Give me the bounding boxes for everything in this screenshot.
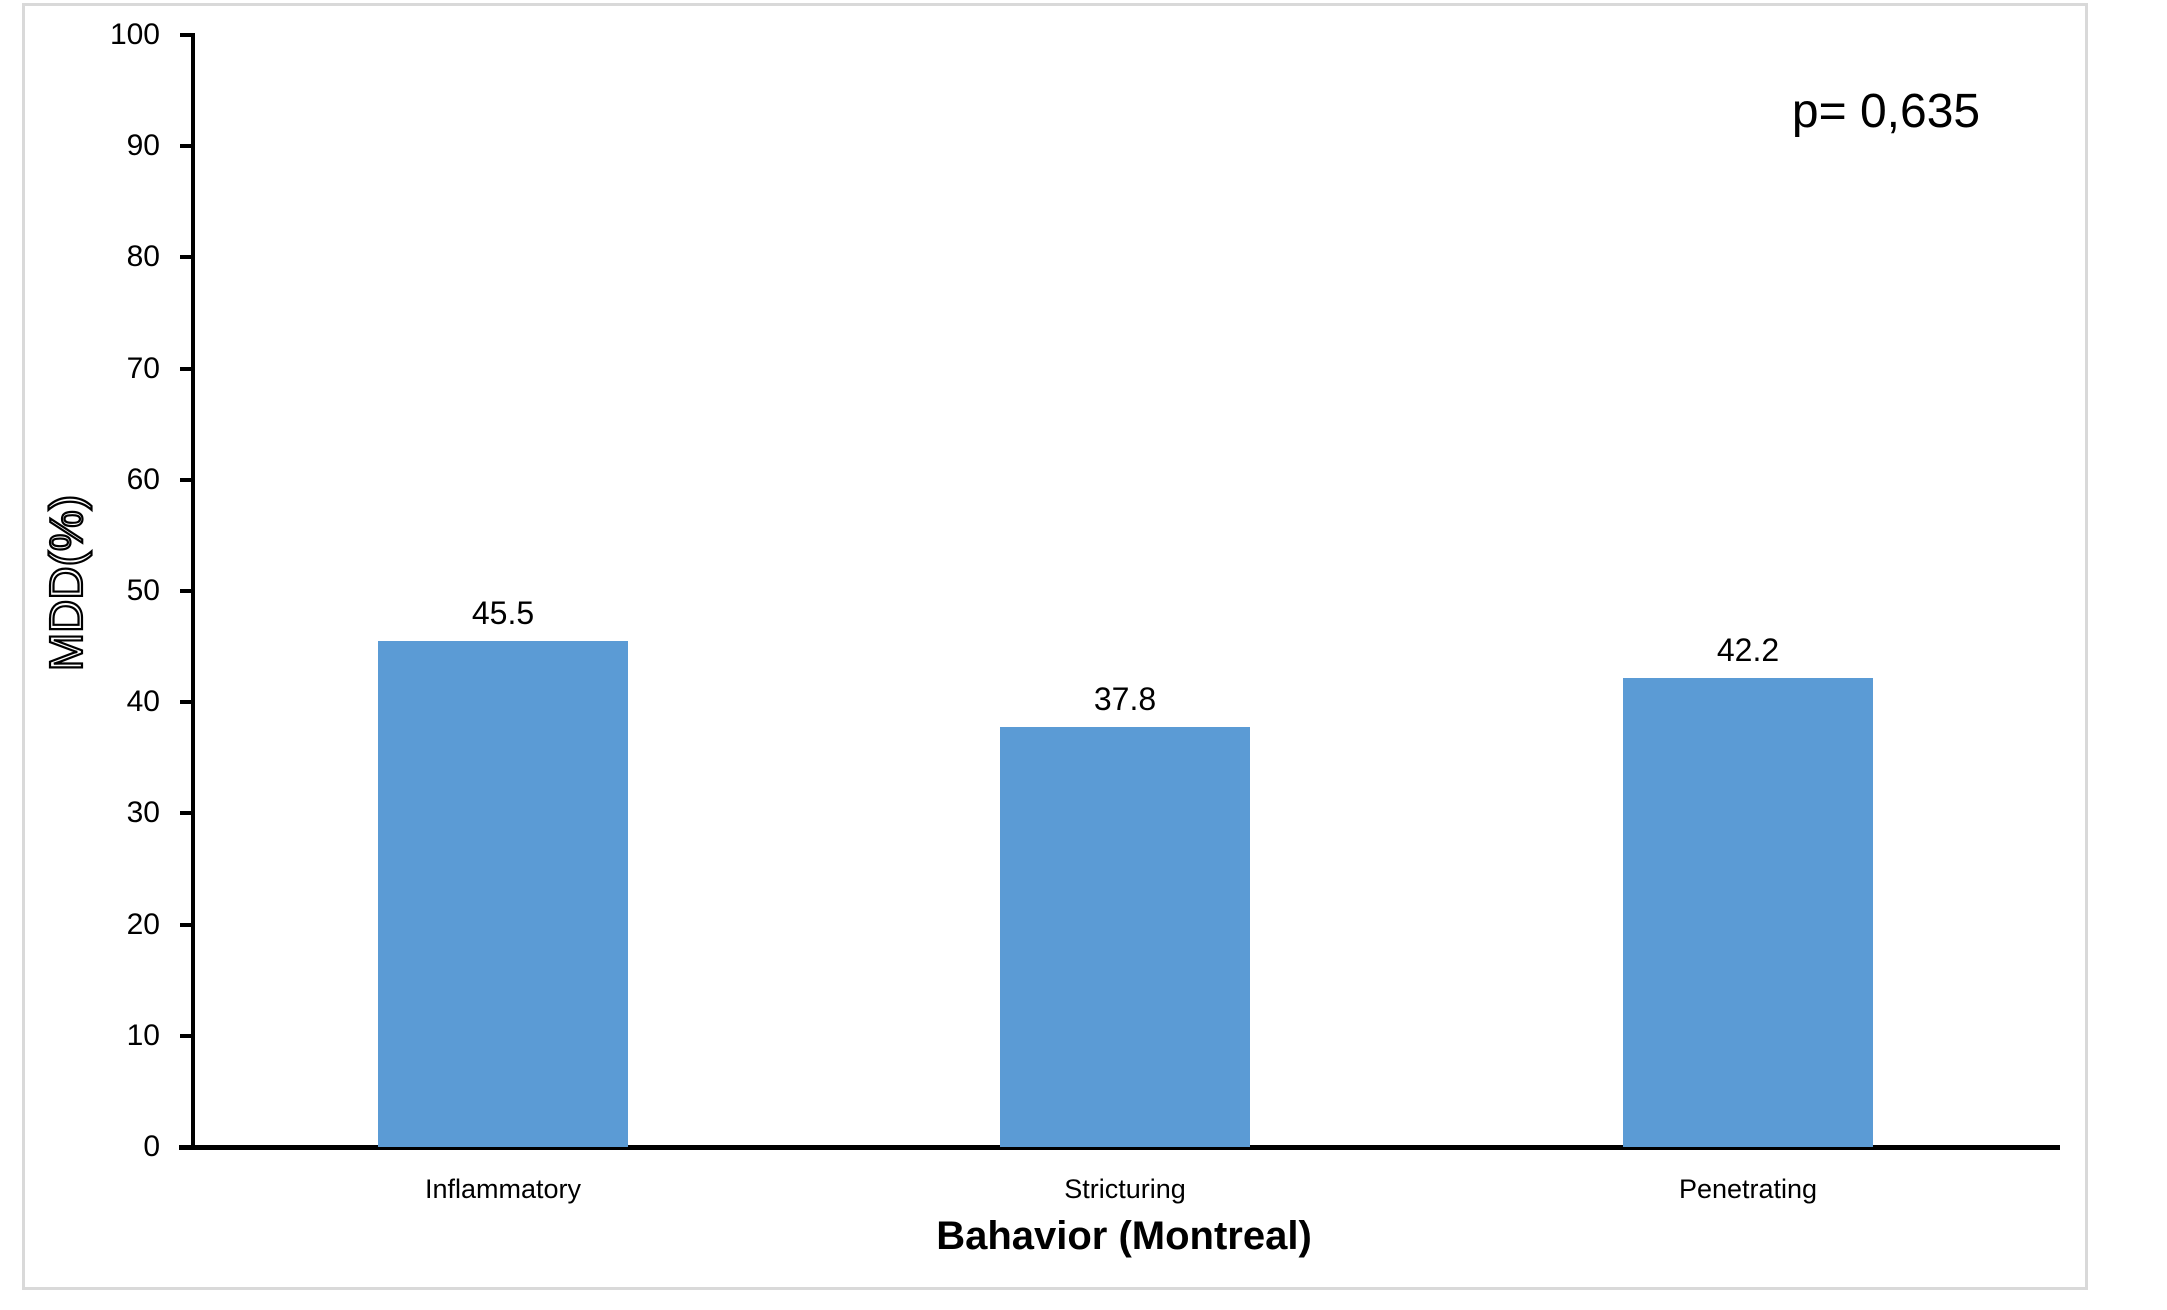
y-axis-tick-label: 60 <box>126 462 160 496</box>
y-axis-tick-label: 40 <box>126 685 160 719</box>
y-axis-tick-label: 100 <box>109 18 160 51</box>
bar-value-label-inflammatory: 45.5 <box>471 595 535 632</box>
y-axis-tick <box>180 811 191 816</box>
bar-stricturing <box>1000 726 1250 1147</box>
y-axis-tick <box>180 144 191 149</box>
y-axis-tick-label: 30 <box>126 796 160 830</box>
x-axis-title: Bahavior (Montreal) <box>936 1214 1312 1258</box>
y-axis-tick <box>180 366 191 371</box>
y-axis-line <box>191 33 195 1147</box>
y-axis-tick <box>180 922 191 927</box>
bar-value-label-penetrating: 42.2 <box>1716 631 1780 668</box>
y-axis-tick-label: 70 <box>126 351 160 385</box>
y-axis-tick-label: 20 <box>126 907 160 941</box>
x-axis-category-label-stricturing: Stricturing <box>1064 1174 1186 1204</box>
bar-penetrating <box>1623 677 1873 1147</box>
y-axis-tick <box>180 33 191 37</box>
y-axis-tick <box>180 255 191 260</box>
y-axis-tick <box>180 1145 191 1149</box>
y-axis-tick-label: 50 <box>126 574 160 607</box>
x-axis-category-label-penetrating: Penetrating <box>1678 1174 1818 1204</box>
y-axis-tick-label: 80 <box>126 240 160 274</box>
y-axis-tick-label: 0 <box>143 1130 160 1163</box>
bar-value-label-stricturing: 37.8 <box>1093 680 1157 717</box>
p-value-annotation: p= 0,635 <box>1791 85 1981 138</box>
y-axis-tick <box>180 1033 191 1038</box>
y-axis-tick-label: 90 <box>126 129 160 163</box>
y-axis-tick <box>180 589 191 593</box>
x-axis-category-label-inflammatory: Inflammatory <box>424 1174 582 1204</box>
bar-inflammatory <box>378 641 628 1147</box>
x-axis-line <box>179 1145 2060 1150</box>
y-axis-tick <box>180 700 191 705</box>
y-axis-tick-label: 10 <box>126 1018 160 1052</box>
y-axis-tick <box>180 477 191 482</box>
